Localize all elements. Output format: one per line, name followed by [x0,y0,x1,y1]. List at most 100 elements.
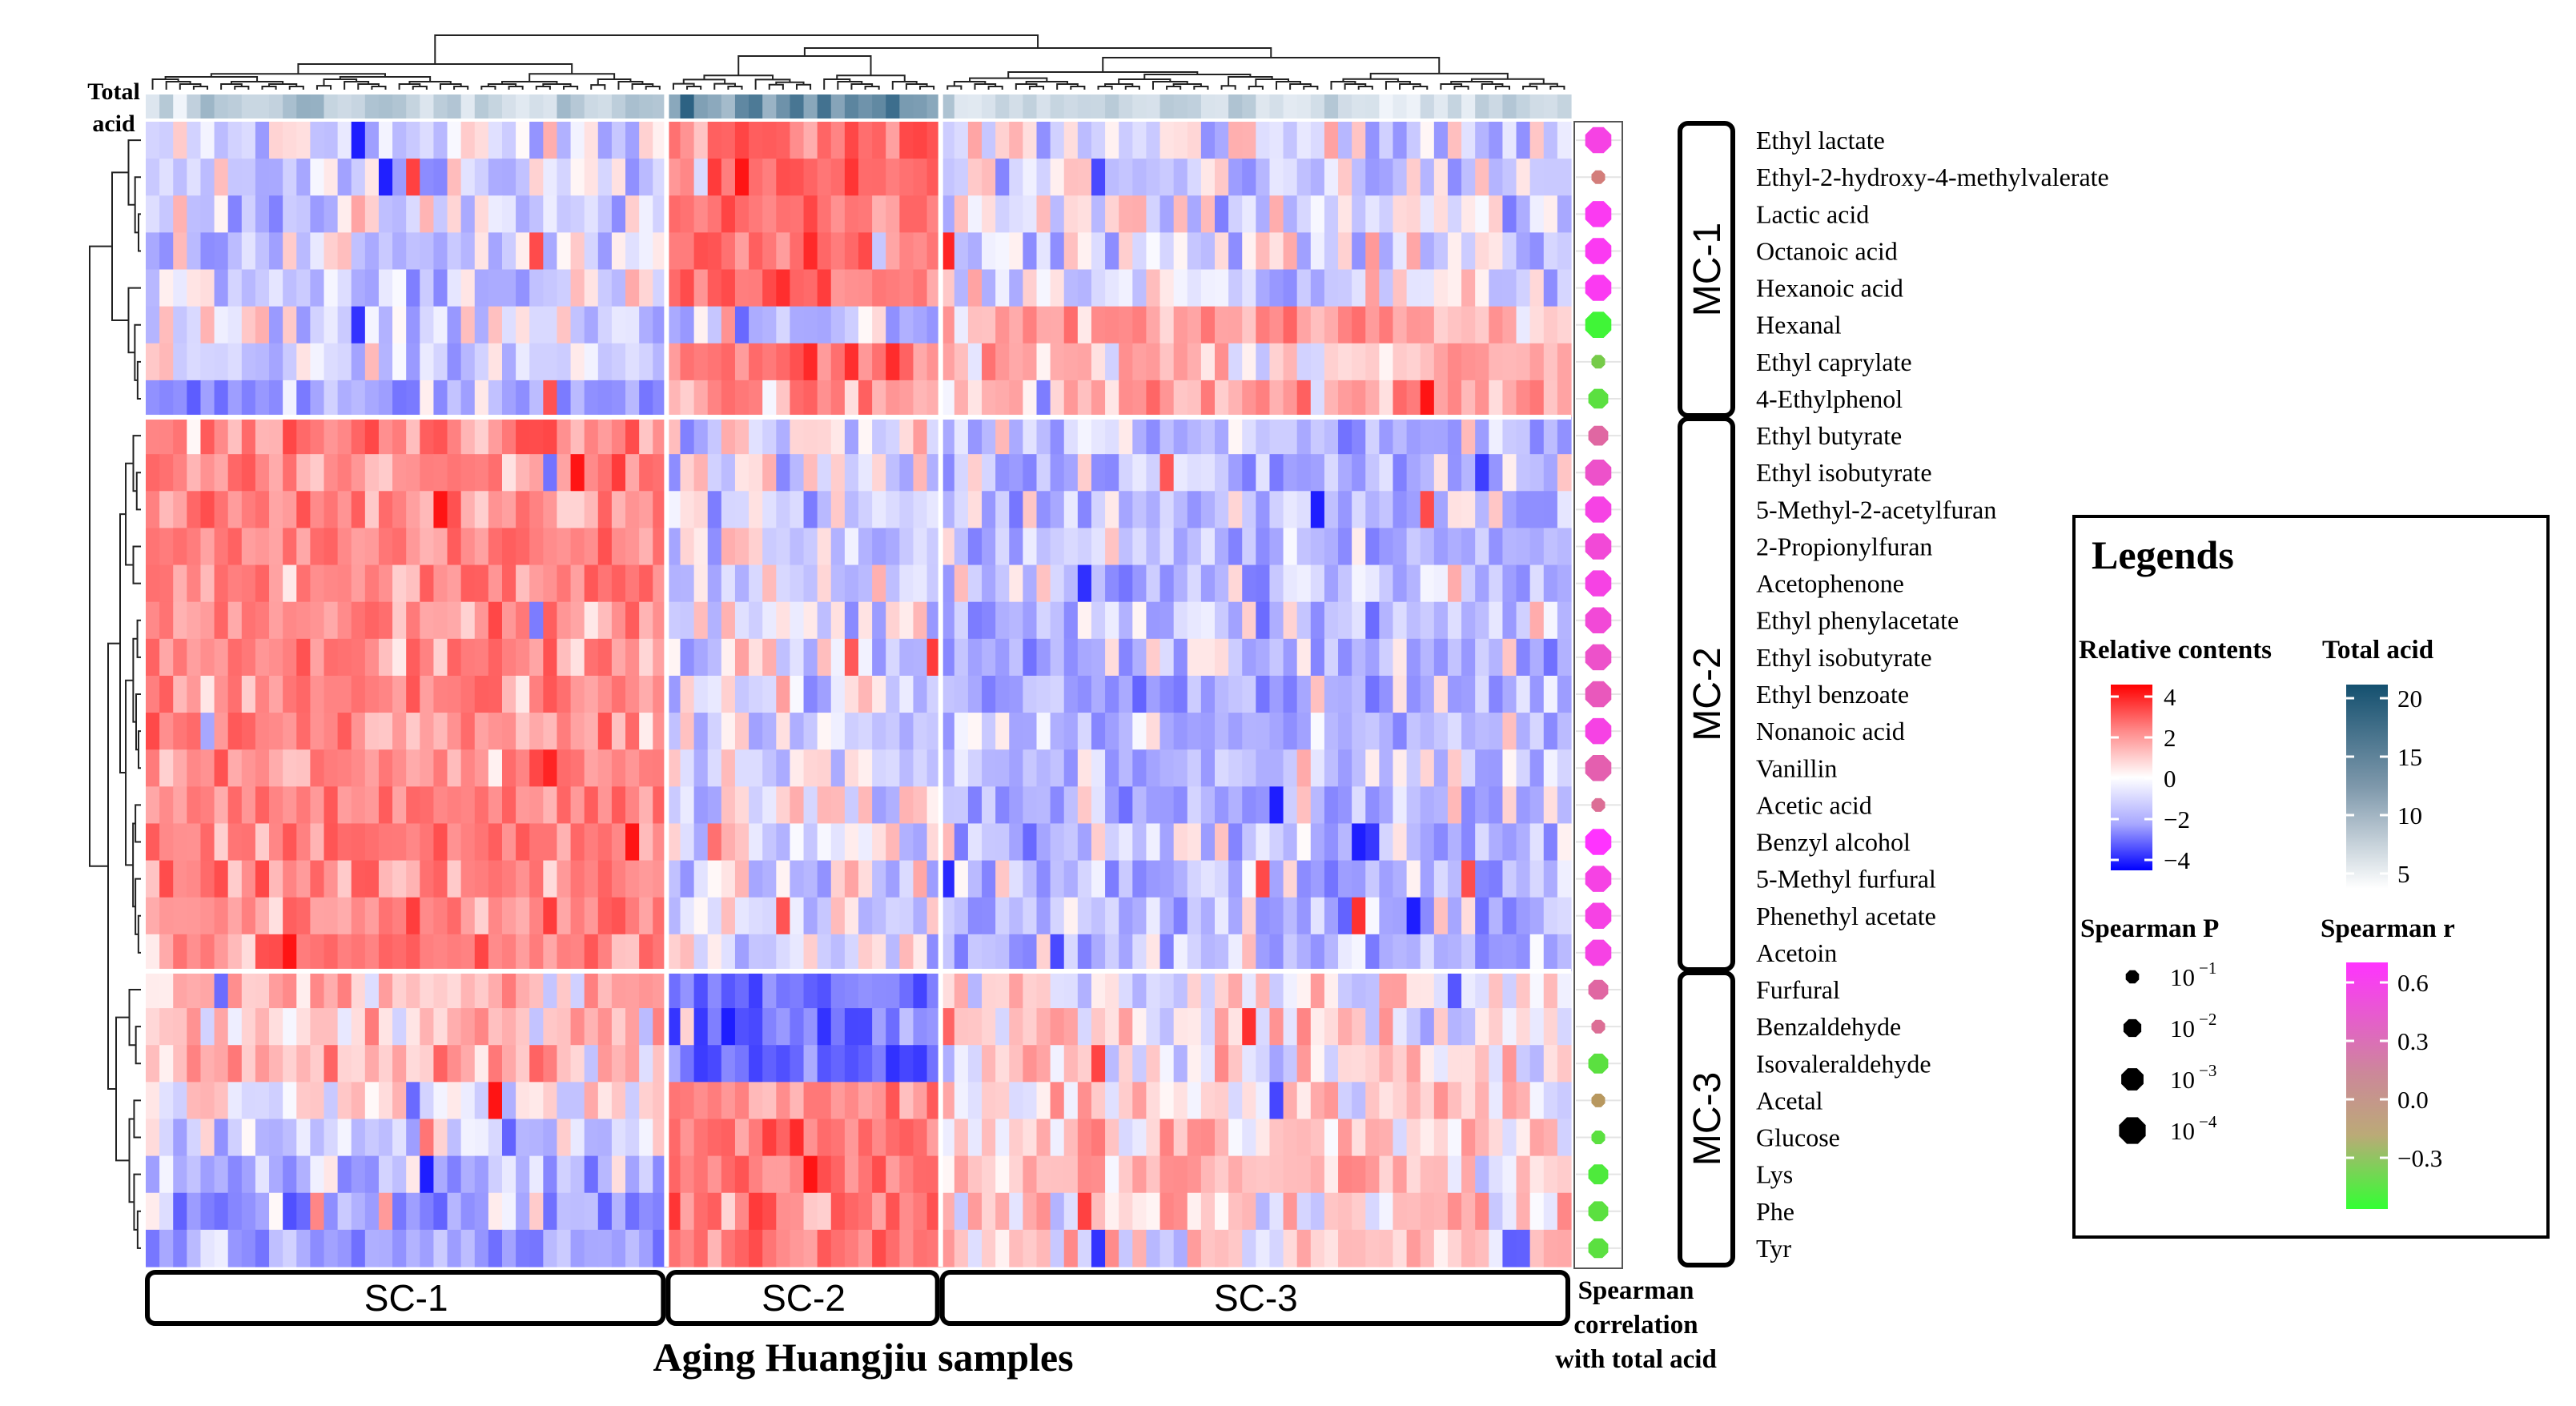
heatmap-cell [967,638,983,677]
heatmap-cell [1489,934,1504,972]
dendrogram-branch [946,85,962,90]
heatmap-cell [1023,306,1038,344]
heatmap-cell [173,860,187,898]
sample-cluster-label: SC-1 [364,1277,448,1319]
heatmap-cell [474,860,489,898]
heatmap-cell [693,269,709,307]
heatmap-cell [1132,786,1147,825]
heatmap-cell [1461,159,1476,196]
heatmap-cell [762,638,777,677]
heatmap-cell [1557,195,1572,233]
heatmap-cell [351,195,366,233]
heatmap-cell [762,934,777,972]
heatmap-cell [1091,638,1106,677]
heatmap-cell [1256,860,1271,898]
spearman-r-tick-label: −0.3 [2397,1144,2442,1172]
heatmap-cell [529,1155,544,1194]
heatmap-cell [420,417,435,455]
heatmap-cell [1228,195,1243,233]
heatmap-cell [1557,601,1572,640]
heatmap-cell [1433,601,1449,640]
heatmap-cell [1447,122,1462,159]
heatmap-cell [1023,195,1038,233]
heatmap-cell [173,343,187,381]
heatmap-cell [967,1192,983,1231]
heatmap-cell [406,786,420,825]
heatmap-cell [1200,159,1216,196]
heatmap-cell [680,675,695,713]
heatmap-cell [173,491,187,529]
heatmap-cell [1023,454,1038,492]
heatmap-cell [1023,934,1038,972]
heatmap-cell [1063,528,1079,566]
heatmap-cell [1215,1155,1229,1194]
heatmap-cell [447,1008,462,1046]
heatmap-cell [611,675,626,713]
heatmap-cell [776,306,791,344]
relative-contents-tick-label: −2 [2164,805,2190,834]
heatmap-cell [214,1155,229,1194]
heatmap-cell [269,934,283,972]
heatmap-cell [830,1008,846,1046]
heatmap-cell [1063,454,1079,492]
heatmap-cell [1119,970,1133,1009]
heatmap-cell [1365,749,1380,787]
heatmap-cell [433,860,448,898]
heatmap-cell [1324,1119,1339,1157]
heatmap-cell [1023,823,1038,862]
total-acid-cell [502,94,516,119]
heatmap-cell [1050,970,1065,1009]
heatmap-cell [1283,122,1298,159]
heatmap-cell [982,122,996,159]
heatmap-cell [1433,564,1449,603]
heatmap-cell [597,269,613,307]
heatmap-cell [653,749,667,787]
total-acid-cell [995,94,1010,119]
heatmap-cell [159,528,174,566]
heatmap-cell [1365,380,1380,418]
heatmap-cell [1338,1155,1352,1194]
heatmap-cell [749,343,763,381]
heatmap-cell [1023,1008,1038,1046]
heatmap-cell [1338,860,1352,898]
heatmap-cell [776,195,791,233]
heatmap-cell [200,380,215,418]
heatmap-cell [283,897,297,935]
heatmap-cell [1283,417,1298,455]
dendrogram-branch [645,86,661,90]
heatmap-cell [1173,638,1188,677]
heatmap-cell [1489,1155,1504,1194]
heatmap-cell [734,1082,749,1120]
heatmap-cell [1187,564,1202,603]
heatmap-cell [1173,269,1188,307]
heatmap-cell [625,564,640,603]
total-acid-cell [954,94,969,119]
heatmap-cell [337,159,352,196]
heatmap-cell [611,159,626,196]
heatmap-cell [214,159,229,196]
heatmap-cell [1461,232,1476,271]
heatmap-cell [844,1229,859,1267]
heatmap-cell [1475,786,1489,825]
heatmap-cell [516,564,530,603]
heatmap-cell [967,823,983,862]
heatmap-cell [967,786,983,825]
heatmap-cell [1516,601,1531,640]
heatmap-cell [1489,1192,1504,1231]
heatmap-cell [1338,564,1352,603]
heatmap-cell [159,417,174,455]
heatmap-cell [1146,564,1161,603]
heatmap-cell [447,122,462,159]
heatmap-cell [296,786,311,825]
heatmap-cell [639,380,653,418]
heatmap-cell [1228,232,1243,271]
heatmap-cell [584,380,599,418]
heatmap-cell [639,934,653,972]
heatmap-cell [364,1155,380,1194]
heatmap-cell [406,1008,420,1046]
heatmap-cell [886,454,900,492]
heatmap-cell [1187,417,1202,455]
legend-relative-contents-bar: 420−2−4 [2111,683,2190,874]
spearman-p-tick-label: 10 [2170,1066,2195,1094]
heatmap-cell [653,1229,667,1267]
